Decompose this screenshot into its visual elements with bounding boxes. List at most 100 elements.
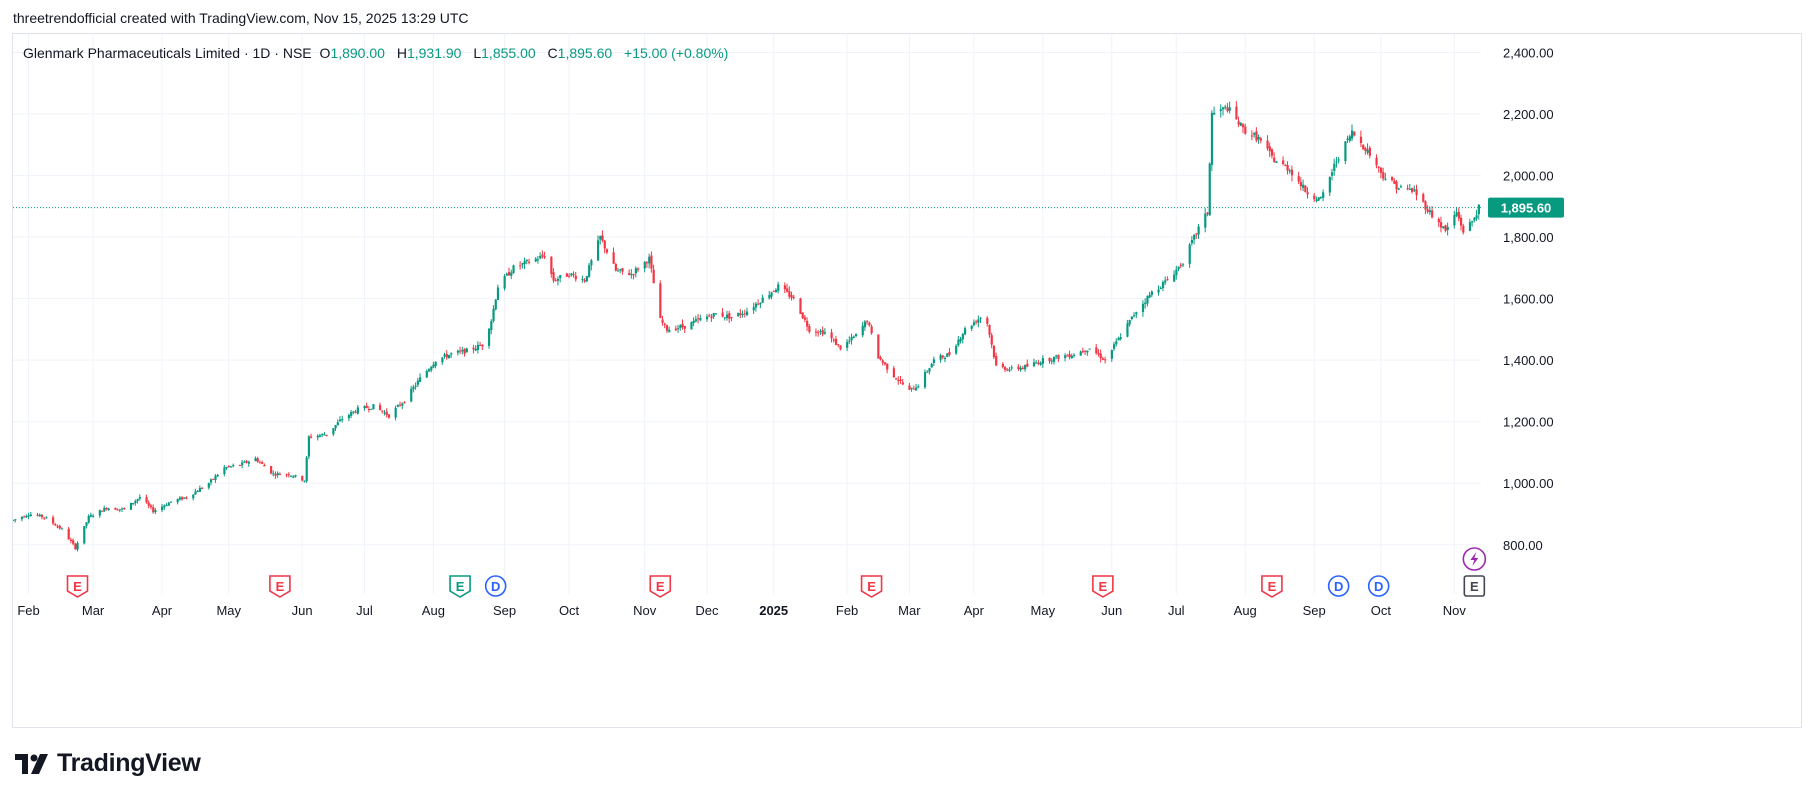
candle-body (1462, 225, 1465, 233)
candle-body (559, 275, 562, 279)
event-label: E (456, 579, 465, 594)
candle-body (930, 363, 933, 368)
candle-body (992, 345, 996, 358)
candle-body (663, 323, 666, 325)
candle-body (814, 331, 818, 333)
candle-body (948, 352, 951, 355)
x-tick-label: Sep (493, 603, 516, 618)
candle-body (1453, 215, 1456, 226)
candle-body (1288, 170, 1291, 172)
candle-body (443, 354, 446, 357)
candle-body (43, 517, 46, 519)
candle-body (788, 291, 791, 297)
candle-body (1350, 130, 1354, 139)
candle-body (425, 370, 428, 378)
candle-body (503, 275, 506, 289)
candle-body (1130, 316, 1133, 319)
x-tick-label: Jul (1168, 603, 1185, 618)
candle-body (445, 354, 448, 358)
candle-body (539, 255, 542, 259)
candle-body (923, 372, 927, 388)
candle-body (169, 501, 173, 503)
candle-body (1104, 359, 1107, 361)
earnings-marker: E (66, 575, 89, 598)
candle-body (1250, 135, 1254, 137)
candle-body (852, 336, 855, 338)
x-tick-label: May (216, 603, 241, 618)
candle-body (1188, 244, 1191, 264)
candle-body (192, 494, 195, 499)
candle-body (1364, 148, 1367, 151)
candle-body (697, 318, 700, 320)
candle-body (67, 528, 70, 540)
candle-body (1302, 184, 1305, 188)
candle-body (387, 414, 391, 418)
candle-body (932, 359, 936, 364)
candle-body (752, 307, 755, 311)
candle-body (52, 517, 55, 524)
x-tick-label: Aug (422, 603, 445, 618)
candle-body (1055, 355, 1058, 357)
candle-body (975, 321, 978, 323)
candle-body (261, 462, 264, 464)
candle-body (1457, 211, 1460, 219)
candle-body (287, 474, 291, 476)
y-tick-label: 2,400.00 (1503, 45, 1554, 60)
candle-body (1286, 165, 1289, 171)
candle-body (1244, 126, 1247, 134)
event-label: D (1374, 579, 1383, 594)
candle-body (178, 497, 182, 500)
low-label: L (473, 45, 482, 61)
candle-body (850, 336, 853, 341)
candle-body (394, 407, 397, 418)
candle-body (332, 428, 335, 435)
dividend-icon (1327, 575, 1350, 597)
candle-body (83, 526, 86, 544)
candle-body (1359, 136, 1363, 144)
candle-body (834, 339, 838, 346)
chart-frame[interactable]: 1,895.60 800.00 1,000.00 1,200.00 1,400.00 1… (12, 33, 1802, 728)
candle-body (957, 339, 960, 346)
candle-body (241, 462, 244, 466)
candle-body (986, 317, 989, 324)
candle-body (138, 497, 141, 499)
candle-body (661, 319, 664, 323)
x-tick-label: Jun (292, 603, 313, 618)
event-label: E (1099, 579, 1108, 594)
candle-body (863, 321, 867, 328)
x-tick-label: Jun (1101, 603, 1122, 618)
candle-body (1333, 163, 1336, 171)
tradingview-logo[interactable]: TradingView (15, 749, 201, 778)
candle-body (290, 475, 293, 477)
candle-body (303, 480, 306, 482)
candle-body (474, 348, 477, 351)
candle-body (1159, 288, 1162, 290)
candle-body (512, 265, 515, 273)
candle-body (1439, 222, 1443, 228)
candle-body (681, 323, 684, 328)
tradingview-logo-icon (15, 753, 48, 774)
candle-body (274, 474, 277, 476)
candle-body (817, 332, 820, 334)
symbol-title[interactable]: Glenmark Pharmaceuticals Limited · 1D · … (23, 45, 312, 61)
candle-body (915, 387, 918, 391)
open-value: 1,890.00 (330, 45, 385, 61)
candle-body (946, 353, 949, 357)
candle-body (1164, 280, 1167, 283)
candle-body (1213, 112, 1216, 115)
candle-body (1119, 337, 1122, 339)
candle-body (877, 334, 880, 359)
candle-body (741, 314, 744, 316)
candle-body (899, 379, 902, 382)
candle-body (396, 405, 399, 407)
candle-body (616, 270, 620, 272)
candle-body (895, 378, 898, 380)
candle-body (977, 319, 980, 323)
open-label: O (319, 45, 331, 61)
candle-body (970, 325, 973, 329)
candle-body (774, 289, 778, 293)
candle-body (1148, 294, 1151, 298)
candle-body (603, 240, 606, 249)
candlestick-chart[interactable]: 1,895.60 800.00 1,000.00 1,200.00 1,400.00 1… (13, 34, 1801, 727)
candle-body (365, 405, 368, 409)
